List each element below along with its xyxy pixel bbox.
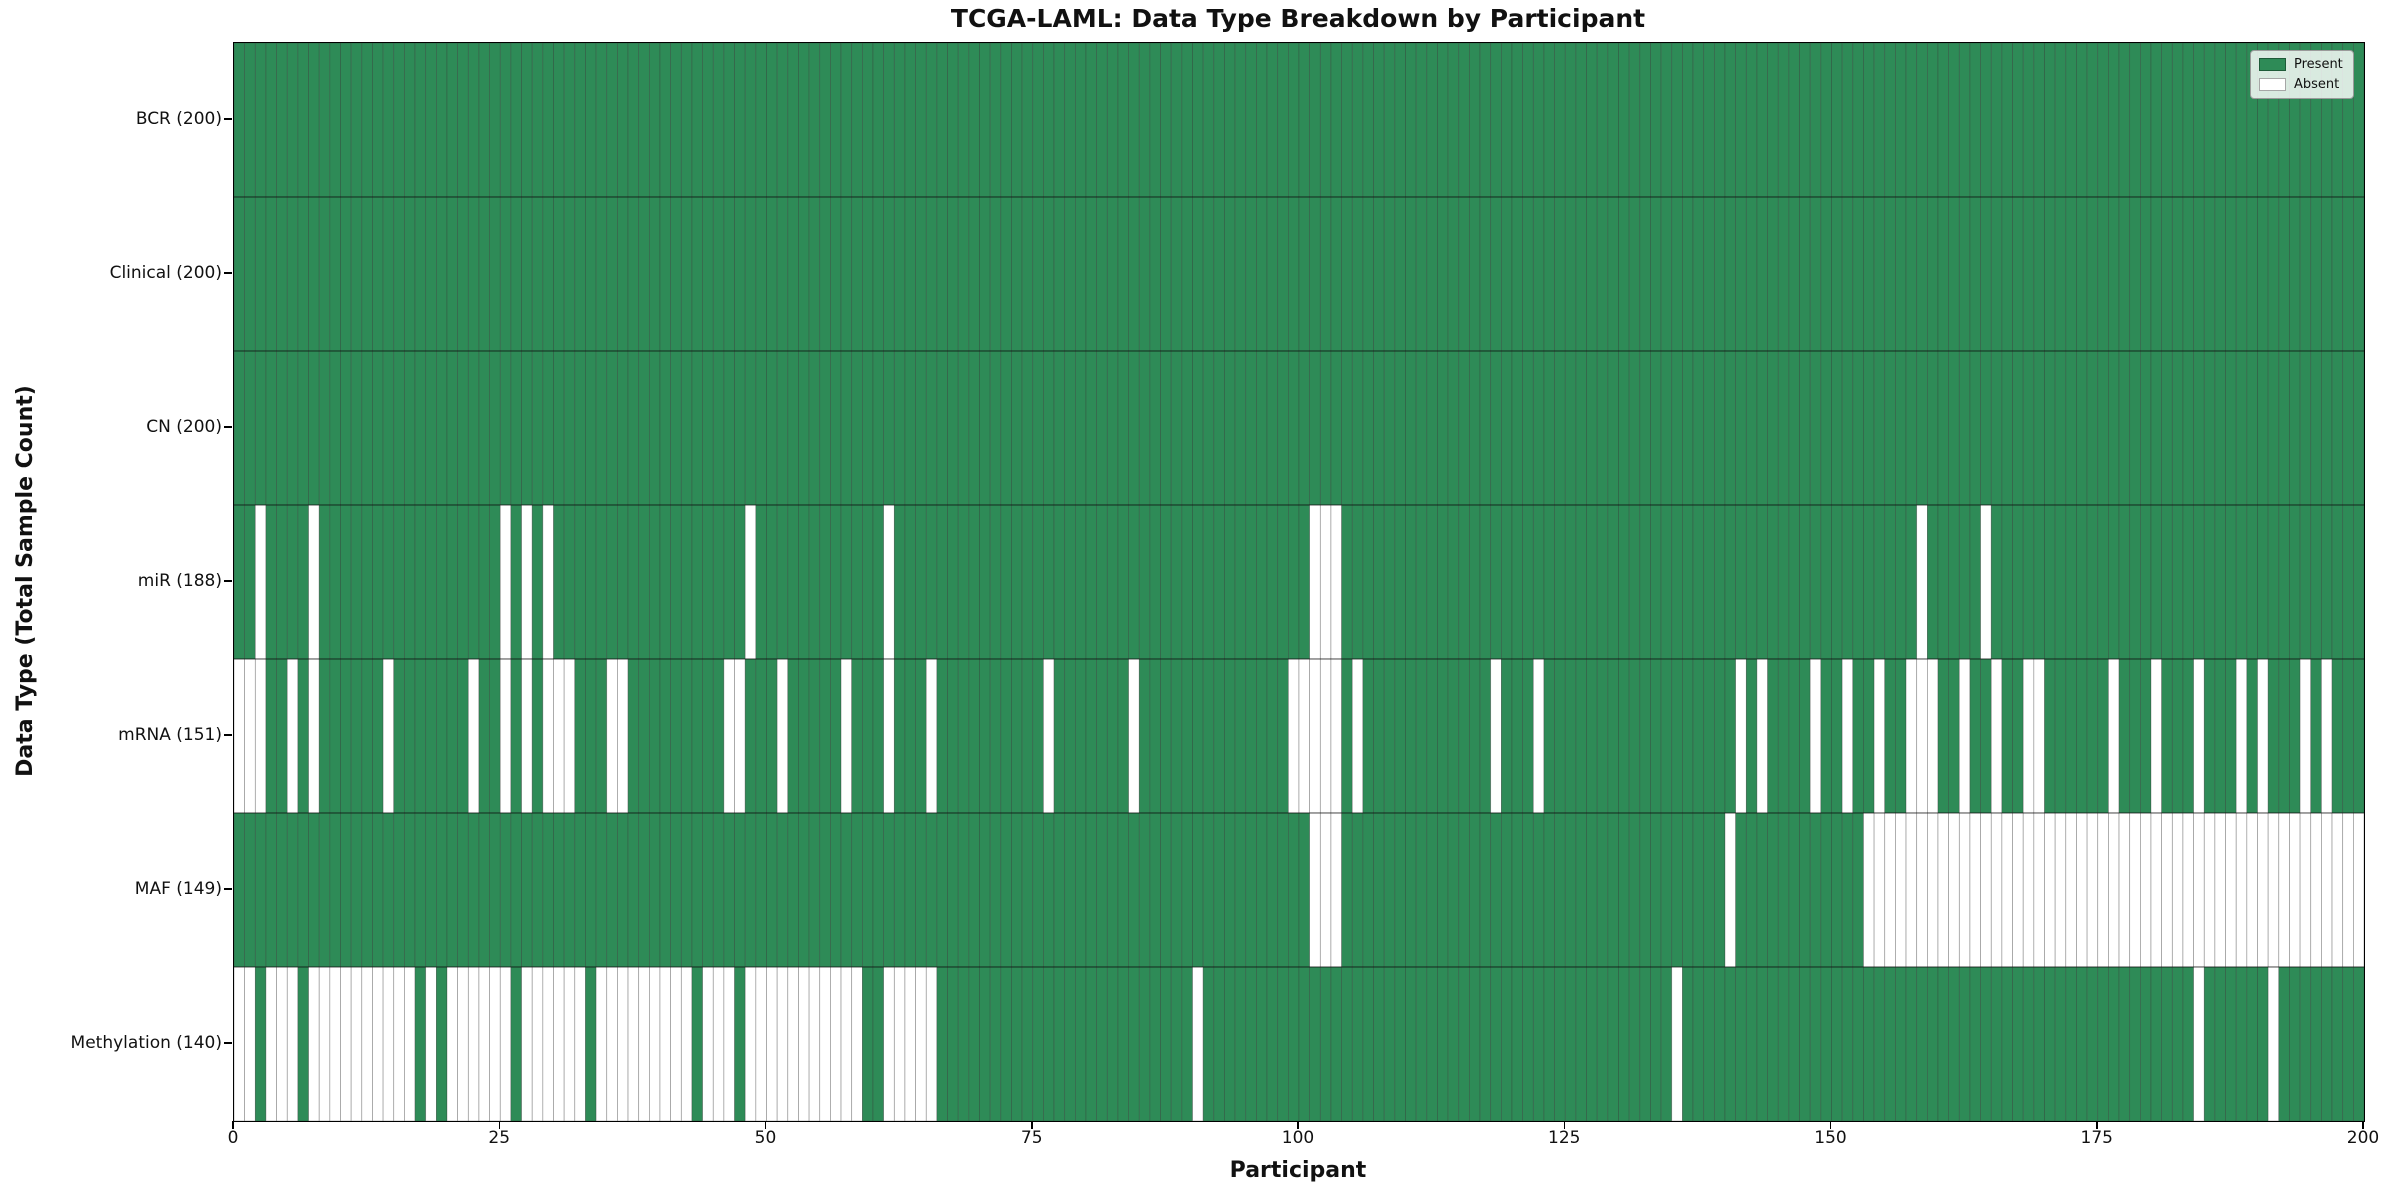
y-tick-label: Methylation (140) <box>70 1033 222 1053</box>
y-tick-label: CN (200) <box>146 417 222 437</box>
x-tick-label: 50 <box>754 1128 777 1148</box>
heatmap-plot-area <box>233 42 2365 1122</box>
x-tick-mark <box>764 1121 767 1129</box>
legend-entry-absent: Absent <box>2259 77 2343 92</box>
x-tick-label: 125 <box>1548 1128 1581 1148</box>
y-tick-label: miR (188) <box>137 571 222 591</box>
x-tick-mark <box>498 1121 500 1129</box>
heatmap-row <box>234 966 2364 1121</box>
y-tick-mark <box>224 1042 232 1044</box>
chart-title: TCGA-LAML: Data Type Breakdown by Partic… <box>950 4 1646 33</box>
y-tick-label: MAF (149) <box>134 879 222 899</box>
heatmap-row <box>234 196 2364 352</box>
x-tick-mark <box>1297 1121 1299 1129</box>
heatmap-row <box>234 812 2364 968</box>
legend-present-label: Present <box>2294 57 2343 72</box>
y-tick-label: mRNA (151) <box>118 725 222 745</box>
heatmap-row <box>234 504 2364 660</box>
legend-absent-label: Absent <box>2294 77 2340 92</box>
x-tick-label: 0 <box>227 1128 239 1148</box>
y-tick-mark <box>224 580 232 582</box>
y-tick-mark <box>224 118 232 120</box>
y-tick-mark <box>224 888 232 890</box>
legend: Present Absent <box>2250 50 2354 99</box>
x-tick-mark <box>1829 1121 1832 1129</box>
x-tick-label: 100 <box>1281 1128 1315 1148</box>
x-tick-mark <box>1031 1121 1033 1129</box>
legend-entry-present: Present <box>2259 57 2343 72</box>
x-tick-mark <box>2362 1121 2364 1129</box>
x-tick-label: 175 <box>2080 1128 2113 1148</box>
y-tick-mark <box>224 272 232 274</box>
y-tick-mark <box>224 734 232 736</box>
x-tick-mark <box>2096 1121 2098 1129</box>
y-tick-label: BCR (200) <box>135 109 222 129</box>
heatmap-row <box>234 658 2364 814</box>
y-tick-mark <box>224 426 232 428</box>
heatmap-grid <box>234 43 2364 1121</box>
x-tick-label: 75 <box>1020 1128 1043 1148</box>
absent-swatch-icon <box>2259 78 2286 91</box>
heatmap-row <box>234 43 2364 198</box>
x-tick-mark <box>232 1121 234 1129</box>
x-tick-label: 25 <box>488 1128 511 1148</box>
y-tick-label: Clinical (200) <box>109 263 222 283</box>
heatmap-row <box>234 350 2364 506</box>
x-axis-title: Participant <box>1229 1158 1367 1183</box>
x-tick-label: 200 <box>2346 1128 2380 1148</box>
x-tick-label: 150 <box>1814 1128 1847 1148</box>
present-swatch-icon <box>2259 58 2286 71</box>
x-tick-mark <box>1563 1121 1565 1129</box>
